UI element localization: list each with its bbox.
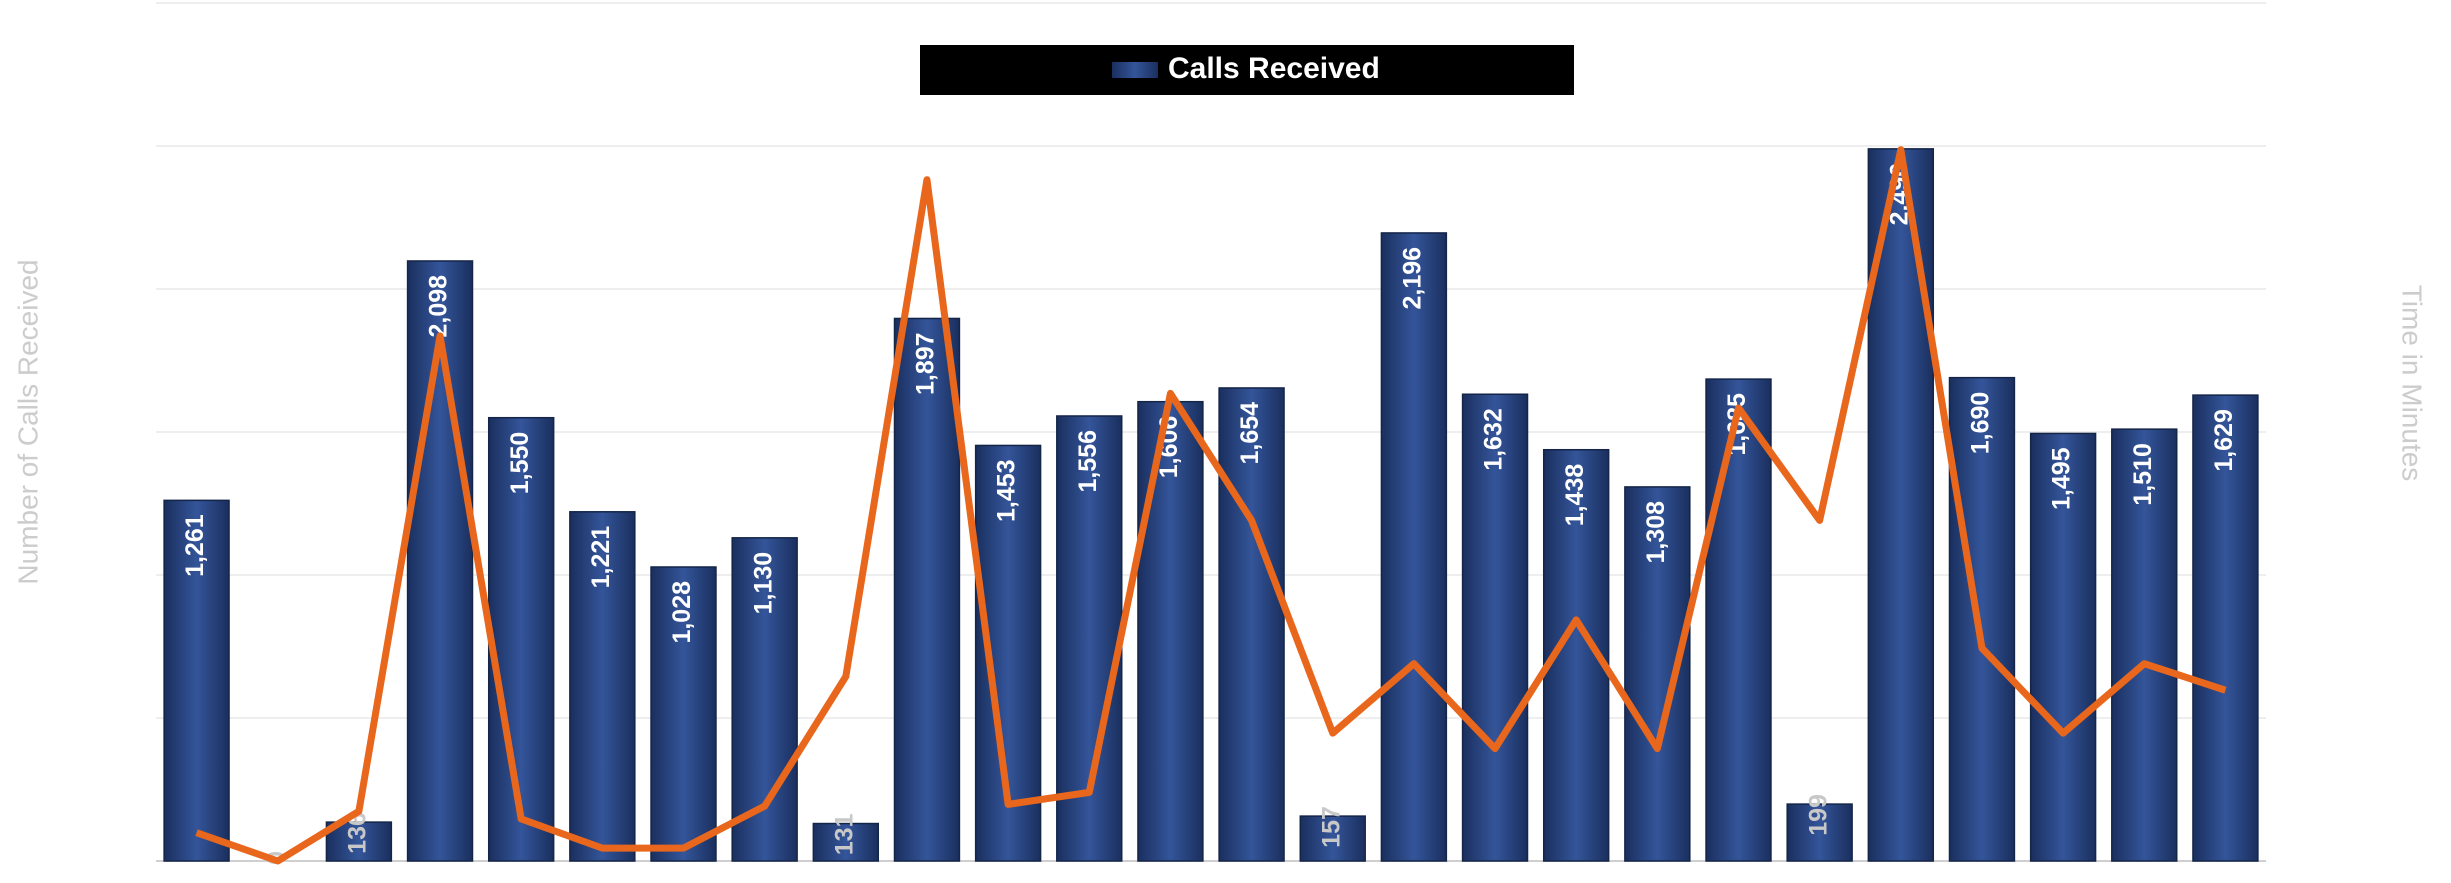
bar <box>2029 432 2097 862</box>
bar <box>2111 428 2178 862</box>
bar <box>487 416 555 862</box>
data-label: 1,261 <box>181 514 209 577</box>
data-label: 1,308 <box>1642 501 1670 564</box>
bar <box>1218 387 1285 862</box>
bar <box>650 566 717 862</box>
y2-axis-title: Time in Minutes <box>2397 285 2428 482</box>
bar <box>1299 815 1366 862</box>
bar <box>163 499 230 862</box>
data-label: 1,550 <box>506 432 534 495</box>
data-label: 1,690 <box>1967 392 1995 455</box>
data-label: 1,897 <box>912 332 940 395</box>
bar <box>1705 378 1772 862</box>
data-label: 1,495 <box>2048 447 2076 510</box>
data-label: 1,028 <box>668 581 696 644</box>
data-label: 199 <box>1804 794 1832 836</box>
bar <box>893 317 961 862</box>
data-label: 1,438 <box>1561 464 1589 527</box>
data-label: 131 <box>830 813 858 855</box>
data-label: 1,556 <box>1074 430 1102 493</box>
data-label: 1,453 <box>993 459 1021 522</box>
bar <box>569 511 636 862</box>
bar <box>1461 393 1529 862</box>
bar <box>1786 803 1853 862</box>
legend-box <box>920 45 1574 95</box>
bar <box>2192 394 2259 862</box>
legend-swatch <box>1112 62 1158 78</box>
data-label: 1,632 <box>1480 408 1508 471</box>
bar <box>1137 400 1204 862</box>
bar <box>406 260 474 862</box>
bar <box>1380 232 1448 862</box>
data-label: 1,629 <box>2210 409 2238 472</box>
data-label: 2,196 <box>1398 247 1426 310</box>
data-label: 1,510 <box>2129 443 2157 506</box>
data-label: 2,098 <box>425 275 453 338</box>
bar <box>812 822 880 862</box>
data-label: 1,130 <box>749 552 777 615</box>
line <box>195 146 2227 865</box>
bar <box>1948 376 2016 862</box>
data-label: 1,654 <box>1236 402 1264 465</box>
data-label: 157 <box>1317 806 1345 848</box>
y-axis-title: Number of Calls Received <box>12 259 43 584</box>
bar <box>1624 486 1691 862</box>
legend-label: Calls Received <box>1168 52 1380 85</box>
data-label: 1,221 <box>587 526 615 589</box>
